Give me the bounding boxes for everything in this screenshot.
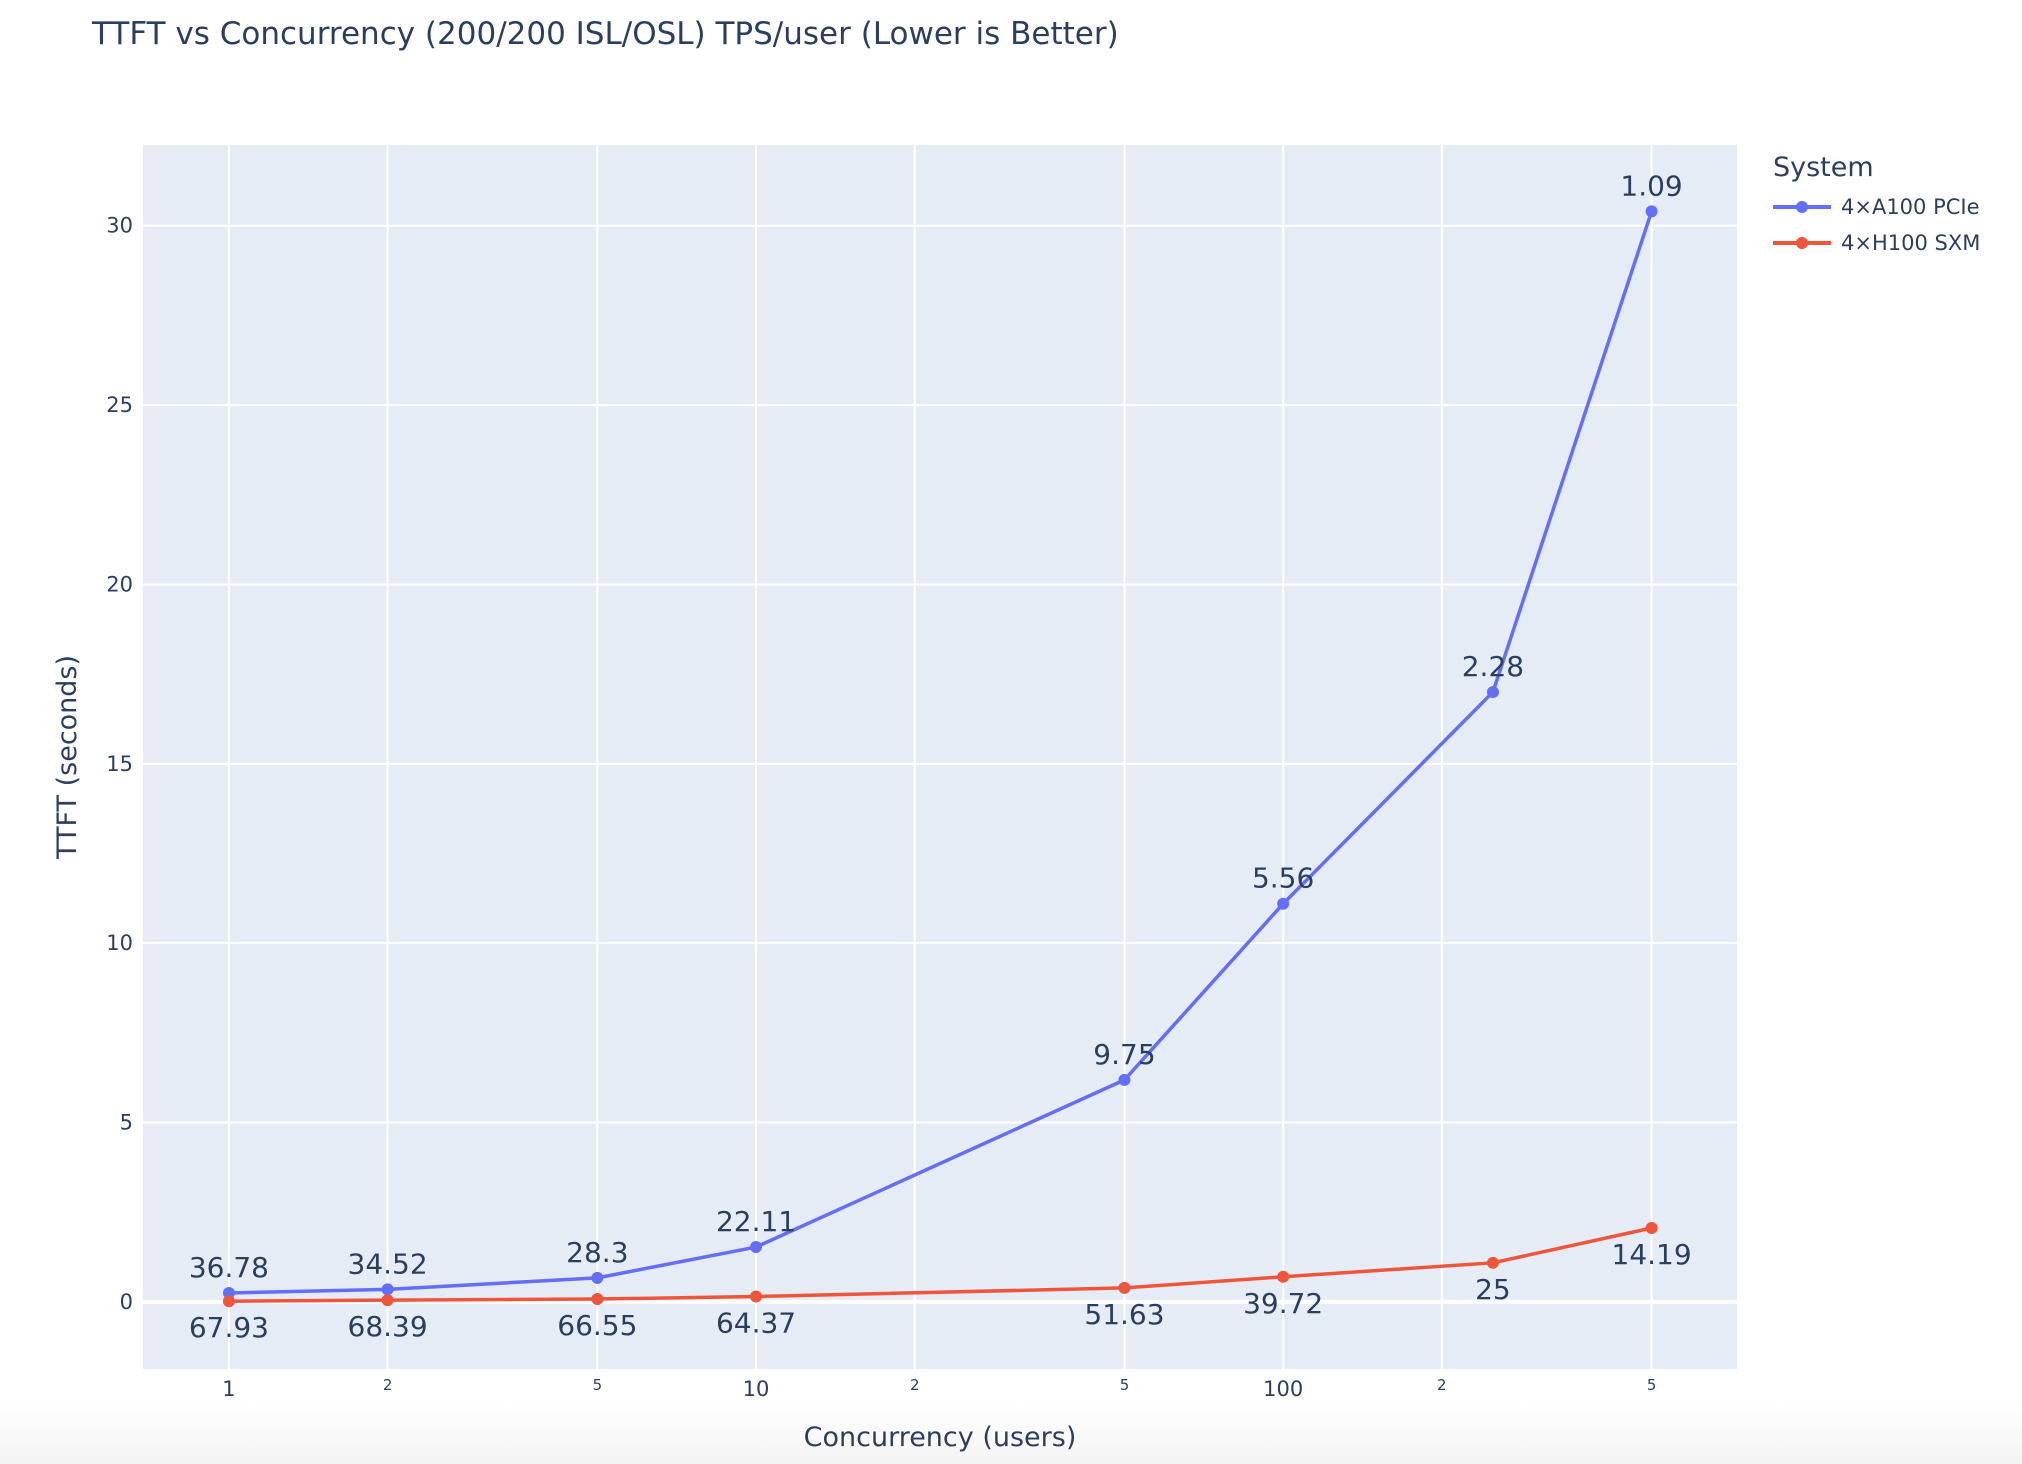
x-tick-label: 5: [1120, 1376, 1130, 1394]
data-label: 1.09: [1620, 169, 1682, 202]
data-label: 36.78: [189, 1251, 269, 1284]
chart-title: TTFT vs Concurrency (200/200 ISL/OSL) TP…: [92, 16, 1119, 52]
data-label: 9.75: [1093, 1038, 1155, 1071]
page-bottom-fade: [0, 1404, 2022, 1464]
data-label: 28.3: [566, 1236, 628, 1269]
series-lines: [222, 205, 1658, 1308]
data-point[interactable]: [1277, 1270, 1290, 1283]
legend-item-h100[interactable]: 4×H100 SXM: [1773, 225, 1980, 261]
x-tick-label: 10: [743, 1377, 770, 1401]
x-tick-label: 1: [222, 1377, 235, 1401]
y-axis-title: TTFT (seconds): [52, 655, 83, 860]
data-point[interactable]: [1118, 1281, 1131, 1294]
data-label: 22.11: [716, 1205, 796, 1238]
data-label: 66.55: [557, 1309, 637, 1342]
plot-area: [143, 145, 1737, 1369]
x-axis-ticks: 1 2 5 10 2 5 100 2 5: [222, 1376, 1656, 1401]
x-tick-label: 2: [383, 1376, 393, 1394]
data-label: 34.52: [348, 1247, 428, 1280]
legend-label: 4×A100 PCIe: [1841, 195, 1980, 219]
data-point[interactable]: [1486, 1256, 1499, 1269]
data-label: 51.63: [1084, 1298, 1164, 1331]
data-point[interactable]: [381, 1283, 394, 1296]
data-label: 5.56: [1252, 862, 1314, 895]
x-axis-title: Concurrency (users): [804, 1422, 1077, 1453]
y-tick-label: 20: [106, 572, 133, 596]
y-tick-label: 30: [106, 214, 133, 238]
data-point[interactable]: [1486, 686, 1499, 699]
legend-item-a100[interactable]: 4×A100 PCIe: [1773, 189, 1980, 225]
data-point[interactable]: [222, 1286, 235, 1299]
y-tick-label: 5: [120, 1111, 133, 1135]
data-label: 25: [1475, 1273, 1511, 1306]
data-point[interactable]: [1277, 897, 1290, 910]
data-point[interactable]: [1118, 1073, 1131, 1086]
y-tick-label: 15: [106, 752, 133, 776]
line-marker-icon: [1773, 197, 1831, 217]
line-marker-icon: [1773, 233, 1831, 253]
data-point[interactable]: [381, 1294, 394, 1307]
data-point[interactable]: [222, 1295, 235, 1308]
data-point[interactable]: [1645, 205, 1658, 218]
y-tick-label: 10: [106, 931, 133, 955]
data-point[interactable]: [750, 1241, 763, 1254]
data-label: 64.37: [716, 1307, 796, 1340]
data-point[interactable]: [1645, 1222, 1658, 1235]
data-label: 68.39: [348, 1310, 428, 1343]
legend: System 4×A100 PCIe 4×H100 SXM: [1773, 152, 1980, 261]
data-labels: 36.78 34.52 28.3 22.11 9.75 5.56 2.28 1.09 67.93…: [189, 169, 1692, 1344]
x-tick-label: 5: [593, 1376, 603, 1394]
data-point[interactable]: [750, 1290, 763, 1303]
x-tick-label: 100: [1263, 1377, 1303, 1401]
x-tick-label: 2: [910, 1376, 920, 1394]
y-axis-ticks: 0 5 10 15 20 25 30: [106, 214, 133, 1314]
legend-title: System: [1773, 152, 1874, 183]
data-label: 14.19: [1612, 1238, 1692, 1271]
series-line: [228, 210, 1654, 1295]
data-label: 39.72: [1243, 1287, 1323, 1320]
x-tick-label: 2: [1437, 1376, 1447, 1394]
y-tick-label: 25: [106, 393, 133, 417]
data-point[interactable]: [591, 1293, 604, 1306]
data-point[interactable]: [591, 1271, 604, 1284]
y-tick-label: 0: [120, 1290, 133, 1314]
data-label: 2.28: [1462, 650, 1524, 683]
series-line: [228, 1226, 1652, 1303]
gridlines: [143, 145, 1737, 1369]
x-tick-label: 5: [1647, 1376, 1657, 1394]
data-label: 67.93: [189, 1311, 269, 1344]
legend-label: 4×H100 SXM: [1841, 231, 1981, 255]
